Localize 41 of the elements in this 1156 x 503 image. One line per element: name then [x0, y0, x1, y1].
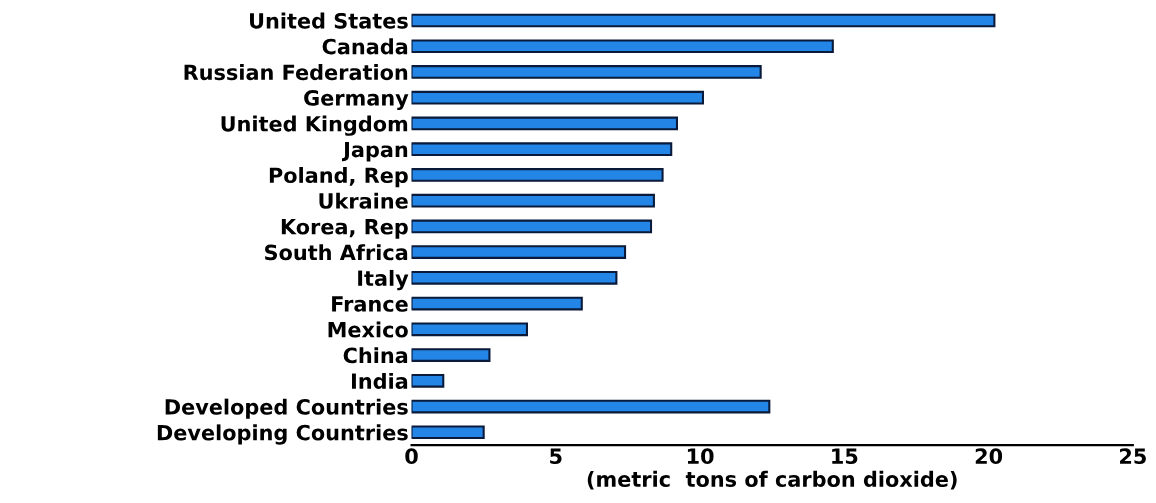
bar [411, 271, 618, 285]
bar [411, 399, 771, 414]
x-tick-label: 5 [550, 448, 562, 465]
bar [411, 322, 528, 337]
bar [411, 168, 664, 182]
x-tick-label: 15 [832, 448, 858, 465]
x-tick-label: 20 [975, 448, 1003, 465]
bar [411, 425, 485, 440]
bar [411, 65, 762, 79]
bar [411, 90, 704, 105]
y-tick-label: Ukraine [319, 192, 408, 209]
bar [411, 193, 655, 208]
bar [411, 39, 834, 54]
y-tick-label: India [351, 372, 408, 390]
x-tick-label: 10 [687, 448, 714, 465]
y-tick-label: France [332, 296, 408, 312]
bar [411, 142, 673, 156]
bar [411, 13, 996, 28]
bar [411, 245, 627, 259]
bar [411, 116, 679, 131]
bar [411, 348, 491, 362]
y-tick-label: Korea, Rep [281, 219, 408, 239]
y-tick-label: Germany [304, 90, 409, 111]
y-tick-label: Mexico [328, 321, 408, 338]
y-tick-label: Italy [358, 269, 409, 291]
x-tick-label: 25 [1120, 448, 1146, 465]
y-tick-label: United Kingdom [221, 115, 408, 136]
y-tick-label: United States [250, 12, 408, 29]
x-tick-label: 0 [405, 448, 418, 465]
y-tick-label: South Africa [265, 244, 408, 261]
bar [411, 219, 653, 234]
y-tick-label: Developed Countries [165, 398, 408, 419]
y-tick-label: Poland, Rep [269, 166, 408, 188]
y-tick-label: China [343, 347, 408, 364]
y-tick-label: Developing Countries [157, 424, 408, 445]
y-tick-label: Russian Federation [184, 64, 408, 81]
y-tick-label: Japan [341, 141, 408, 162]
bar [411, 296, 583, 311]
x-axis-title: (metric tons of carbon dioxide) [587, 470, 957, 490]
bar [411, 373, 445, 388]
y-tick-label: Canada [322, 38, 408, 55]
